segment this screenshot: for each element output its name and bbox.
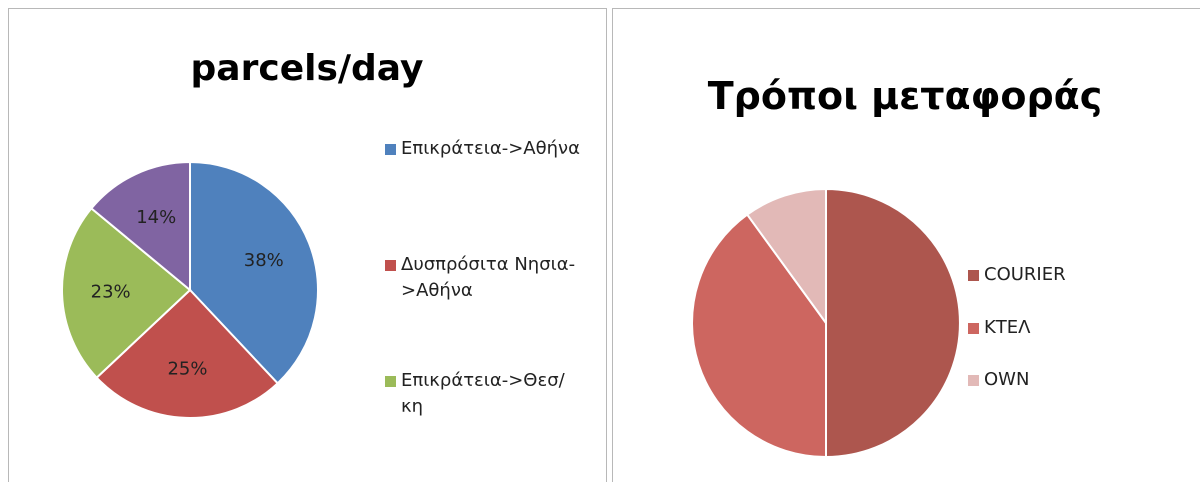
legend-swatch [385, 260, 396, 271]
legend-swatch [968, 323, 979, 334]
data-label: 38% [244, 250, 284, 271]
legend-label: OWN [984, 369, 1030, 390]
legend-label: Επικράτεια->Αθήνα [401, 138, 580, 159]
pie-slice [89, 160, 191, 293]
pie-slice [745, 187, 827, 327]
pie-slice [189, 160, 319, 385]
data-label: 14% [136, 207, 176, 228]
pie-slice [825, 187, 961, 459]
chart-title: parcels/day [190, 48, 424, 89]
legend-label: Δυσπρόσιτα Νησια->Αθήνα [401, 254, 576, 301]
chart-title: Τρόποι μεταφοράς [707, 74, 1103, 118]
pie-slice [691, 213, 827, 459]
legend-swatch [968, 270, 979, 281]
legend-label: ΚΤΕΛ [984, 317, 1031, 338]
chart-panel [612, 8, 1200, 482]
legend-swatch [968, 375, 979, 386]
data-label: 25% [167, 358, 207, 379]
legend-swatch [385, 144, 396, 155]
legend-label: Επικράτεια->Θεσ/κη [401, 370, 565, 417]
pie-slice [95, 288, 280, 419]
legend-swatch [385, 376, 396, 387]
data-label: 23% [91, 281, 131, 302]
legend-label: COURIER [984, 264, 1066, 285]
chart-panel [8, 8, 607, 482]
pie-slice [61, 207, 192, 380]
